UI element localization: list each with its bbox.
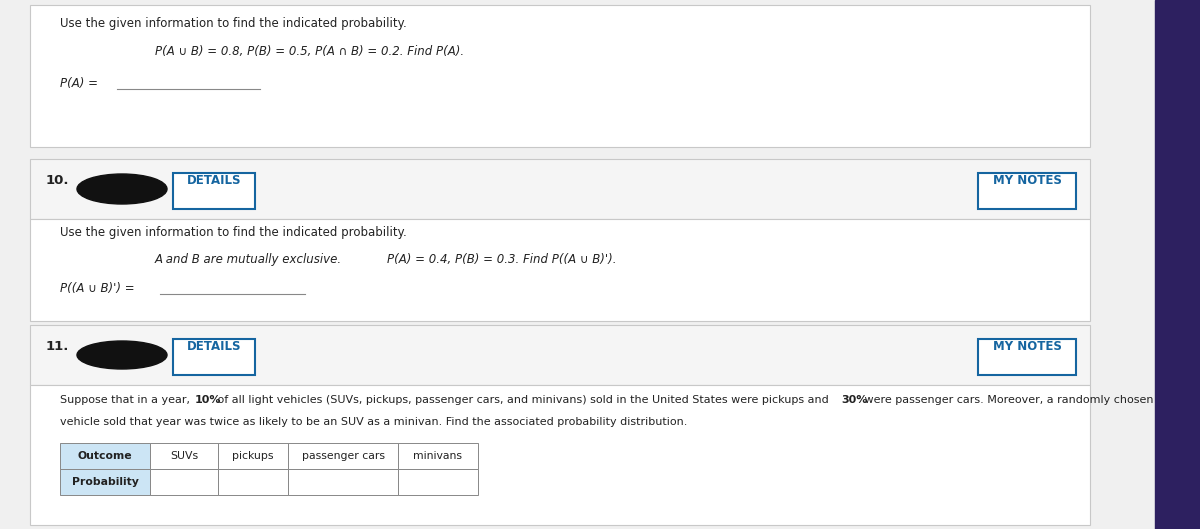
Text: SUVs: SUVs (170, 451, 198, 461)
FancyBboxPatch shape (398, 469, 478, 495)
Text: 11.: 11. (46, 340, 70, 353)
Text: MY NOTES: MY NOTES (992, 340, 1062, 353)
FancyBboxPatch shape (1154, 0, 1200, 529)
FancyBboxPatch shape (218, 443, 288, 469)
FancyBboxPatch shape (288, 443, 398, 469)
FancyBboxPatch shape (30, 5, 1090, 147)
FancyBboxPatch shape (60, 469, 150, 495)
FancyBboxPatch shape (150, 469, 218, 495)
FancyBboxPatch shape (218, 469, 288, 495)
Text: Outcome: Outcome (78, 451, 132, 461)
Ellipse shape (77, 341, 167, 369)
Text: DETAILS: DETAILS (187, 174, 241, 187)
Text: pickups: pickups (233, 451, 274, 461)
FancyBboxPatch shape (150, 443, 218, 469)
Text: P(A) = 0.4, P(B) = 0.3. Find P((A ∪ B)').: P(A) = 0.4, P(B) = 0.3. Find P((A ∪ B)')… (386, 253, 617, 266)
Text: 30%: 30% (841, 395, 868, 405)
Text: were passenger cars. Moreover, a randomly chosen: were passenger cars. Moreover, a randoml… (860, 395, 1153, 405)
FancyBboxPatch shape (30, 159, 1090, 219)
FancyBboxPatch shape (978, 339, 1076, 375)
Text: Use the given information to find the indicated probability.: Use the given information to find the in… (60, 17, 407, 30)
Text: 10%: 10% (194, 395, 221, 405)
FancyBboxPatch shape (173, 173, 254, 209)
Text: minivans: minivans (414, 451, 462, 461)
FancyBboxPatch shape (398, 443, 478, 469)
Ellipse shape (77, 174, 167, 204)
FancyBboxPatch shape (60, 443, 150, 469)
Text: Suppose that in a year,: Suppose that in a year, (60, 395, 193, 405)
Text: passenger cars: passenger cars (301, 451, 384, 461)
Text: P(A) =: P(A) = (60, 77, 98, 90)
FancyBboxPatch shape (288, 469, 398, 495)
Text: DETAILS: DETAILS (187, 340, 241, 353)
Text: of all light vehicles (SUVs, pickups, passenger cars, and minivans) sold in the : of all light vehicles (SUVs, pickups, pa… (214, 395, 832, 405)
Text: P(A ∪ B) = 0.8, P(B) = 0.5, P(A ∩ B) = 0.2. Find P(A).: P(A ∪ B) = 0.8, P(B) = 0.5, P(A ∩ B) = 0… (155, 45, 464, 58)
Text: P((A ∪ B)') =: P((A ∪ B)') = (60, 282, 134, 295)
Text: 10.: 10. (46, 174, 70, 187)
FancyBboxPatch shape (173, 339, 254, 375)
Text: MY NOTES: MY NOTES (992, 174, 1062, 187)
FancyBboxPatch shape (978, 173, 1076, 209)
Text: Probability: Probability (72, 477, 138, 487)
Text: A and B are mutually exclusive.: A and B are mutually exclusive. (155, 253, 346, 266)
Text: vehicle sold that year was twice as likely to be an SUV as a minivan. Find the a: vehicle sold that year was twice as like… (60, 417, 688, 427)
FancyBboxPatch shape (30, 385, 1090, 525)
Text: Use the given information to find the indicated probability.: Use the given information to find the in… (60, 226, 407, 239)
FancyBboxPatch shape (30, 219, 1090, 321)
FancyBboxPatch shape (30, 325, 1090, 385)
